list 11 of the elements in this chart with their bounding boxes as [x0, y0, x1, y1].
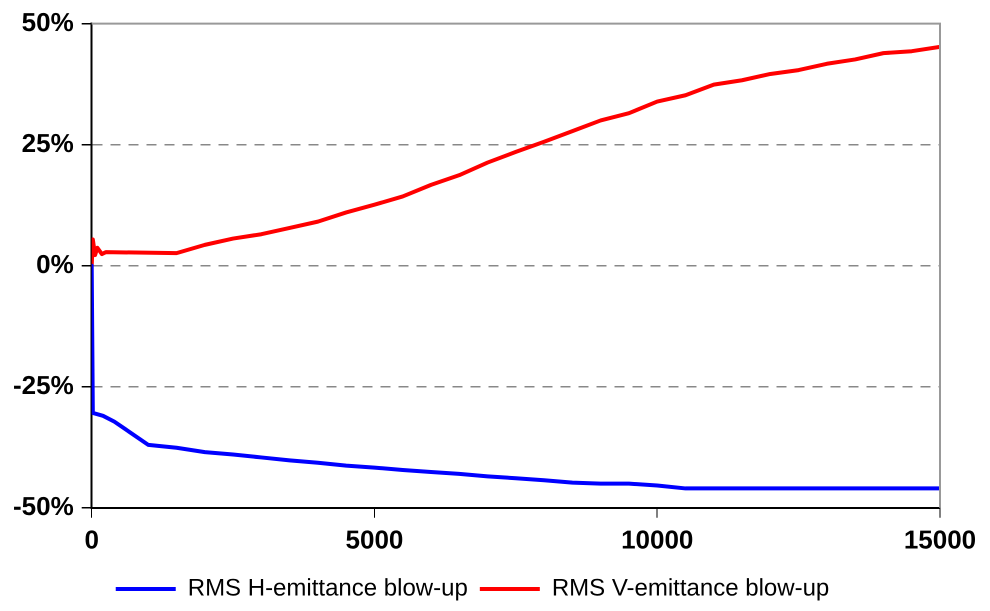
- y-tick-label: 25%: [22, 128, 74, 158]
- legend-label: RMS H-emittance blow-up: [188, 574, 468, 602]
- x-tick-label: 5000: [346, 524, 404, 555]
- y-tick-label: -50%: [12, 490, 74, 521]
- y-tick-label: 0%: [36, 248, 74, 279]
- x-tick-label: 10000: [621, 524, 694, 555]
- legend-label: RMS V-emittance blow-up: [552, 574, 830, 602]
- y-tick-label: 50%: [22, 6, 74, 37]
- x-tick-label: 15000: [904, 524, 976, 555]
- x-tick-label: 0: [84, 524, 99, 555]
- y-tick-label: -25%: [12, 370, 74, 400]
